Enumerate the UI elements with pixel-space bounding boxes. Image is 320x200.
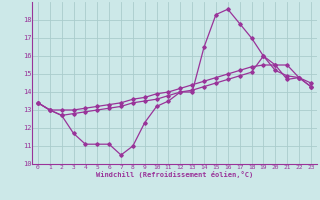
X-axis label: Windchill (Refroidissement éolien,°C): Windchill (Refroidissement éolien,°C) <box>96 171 253 178</box>
